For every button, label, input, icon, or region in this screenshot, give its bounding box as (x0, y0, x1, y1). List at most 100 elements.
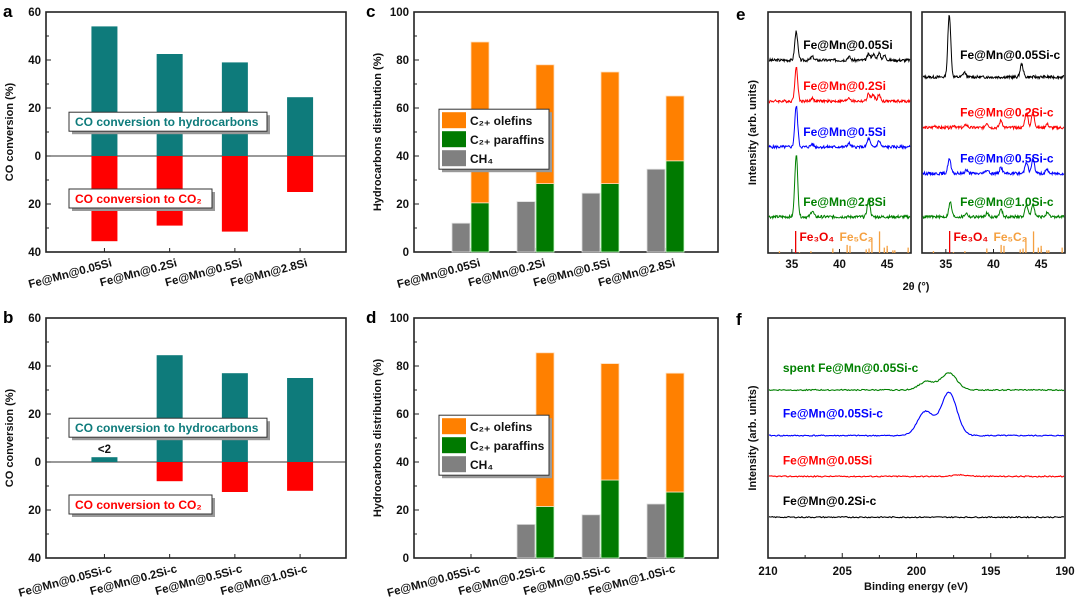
y-tick-label: 80 (396, 361, 409, 373)
y-tick-label: 20 (396, 199, 409, 211)
bar-c2-paraffins (600, 479, 620, 559)
y-tick-label: 40 (396, 151, 409, 163)
bar-c2-olefins (600, 71, 620, 184)
legend-label: C₂₊ paraffins (470, 439, 545, 453)
y-tick-label: 60 (396, 409, 409, 421)
fe5c2-label: Fe₅C₂ (994, 230, 1028, 244)
curve-label: Fe@Mn@0.2Si (803, 79, 886, 93)
x-tick-label: 205 (833, 566, 853, 578)
x-tick-label: 195 (981, 566, 1001, 578)
bar-c2-paraffins (600, 183, 620, 253)
bar-c2-olefins (665, 372, 685, 493)
curve-label: Fe@Mn@0.5Si-c (960, 151, 1054, 165)
bar-hydrocarbons (287, 97, 314, 156)
y-tick-label: 40 (396, 457, 409, 469)
bar-hydrocarbons (221, 373, 248, 462)
legend-box (68, 111, 268, 132)
x-tick-label: 35 (785, 259, 798, 271)
legend-label: CH₄ (470, 152, 493, 166)
bar-co2 (156, 462, 183, 482)
bar-ch4 (581, 192, 601, 253)
legend-label: C₂₊ olefins (470, 114, 533, 128)
bar-c2-olefins (600, 363, 620, 481)
curve-label: Fe@Mn@0.05Si-c (783, 407, 883, 421)
xrd-curve (922, 201, 1065, 220)
bar-ch4 (581, 514, 601, 559)
legend-swatch (442, 456, 466, 473)
bar-c2-olefins (665, 95, 685, 162)
curve-label: Fe@Mn@0.05Si (783, 453, 872, 467)
y-tick-label: 0 (403, 553, 409, 565)
curve-label: Fe@Mn@1.0Si-c (960, 195, 1054, 209)
y-tick-label: 20 (28, 103, 41, 115)
y-tick-label: 20 (396, 505, 409, 517)
legend-box (68, 188, 213, 209)
legend-box (68, 417, 268, 438)
x-tick-label: 40 (833, 259, 846, 271)
legend-swatch (442, 150, 466, 167)
legend-label: CO conversion to CO₂ (75, 192, 202, 206)
xrd-curve (922, 15, 1065, 81)
panel-label-f: f (736, 310, 742, 329)
y-axis-title: Hydrocarbons distribution (%) (372, 53, 384, 212)
fe3o4-label: Fe₃O₄ (953, 230, 988, 244)
x-tick-label: 190 (1055, 566, 1074, 578)
xrd-curve (768, 155, 911, 221)
bar-hydrocarbons (287, 378, 314, 462)
y-tick-label: 60 (28, 7, 41, 19)
bar-c2-paraffins (470, 202, 490, 253)
panel-f-frame (767, 317, 1066, 559)
legend-box (68, 494, 213, 515)
xrd-curve (768, 66, 911, 105)
y-axis-title: CO conversion (%) (4, 388, 16, 487)
xps-curve (768, 515, 1065, 519)
y-tick-label: 60 (28, 313, 41, 325)
bar-co2 (287, 156, 314, 192)
bar-ch4 (451, 222, 471, 253)
legend-label: C₂₊ olefins (470, 420, 533, 434)
bar-co2 (287, 462, 314, 491)
curve-label: spent Fe@Mn@0.05Si-c (783, 361, 919, 375)
xrd-curve (922, 109, 1065, 131)
y-tick-label: 100 (390, 313, 409, 325)
y-tick-label: 20 (28, 199, 41, 211)
bar-hydrocarbons (221, 62, 248, 156)
bar-ch4 (646, 168, 666, 253)
y-axis-title: Intensity (arb. units) (747, 385, 759, 490)
y-tick-label: 0 (35, 457, 41, 469)
xps-curve (768, 372, 1065, 392)
x-tick-label: 40 (987, 259, 1000, 271)
y-tick-label: 80 (396, 55, 409, 67)
xps-curve (768, 473, 1065, 478)
legend-label: CO conversion to hydrocarbons (75, 115, 259, 129)
curve-label: Fe@Mn@0.2Si-c (960, 106, 1054, 120)
legend-label: C₂₊ paraffins (470, 133, 545, 147)
xps-curve (768, 391, 1065, 437)
legend-swatch (442, 418, 466, 435)
y-tick-label: 40 (28, 553, 41, 565)
bar-ch4 (516, 201, 536, 253)
y-tick-label: 40 (28, 361, 41, 373)
legend-swatch (442, 437, 466, 454)
annotation-label: <2 (98, 444, 111, 456)
legend-label: CO conversion to hydrocarbons (75, 421, 259, 435)
bar-c2-paraffins (665, 160, 685, 253)
x-tick-label: 200 (907, 566, 926, 578)
panel-label-b: b (3, 308, 13, 327)
bar-co2 (221, 462, 248, 492)
curve-label: Fe@Mn@0.05Si (803, 38, 892, 52)
xrd-curve (768, 30, 911, 64)
y-axis-title: Hydrocarbons distribution (%) (372, 359, 384, 518)
y-tick-label: 0 (35, 151, 41, 163)
legend-swatch (442, 112, 466, 129)
curve-label: Fe@Mn@0.2Si-c (783, 494, 877, 508)
bar-c2-paraffins (535, 183, 555, 253)
y-tick-label: 20 (28, 409, 41, 421)
x-tick-label: 45 (1035, 259, 1048, 271)
bar-co2 (221, 156, 248, 232)
y-tick-label: 40 (28, 55, 41, 67)
y-axis-title: CO conversion (%) (4, 82, 16, 181)
legend-swatch (442, 131, 466, 148)
y-tick-label: 100 (390, 7, 409, 19)
xrd-curve (768, 105, 911, 151)
